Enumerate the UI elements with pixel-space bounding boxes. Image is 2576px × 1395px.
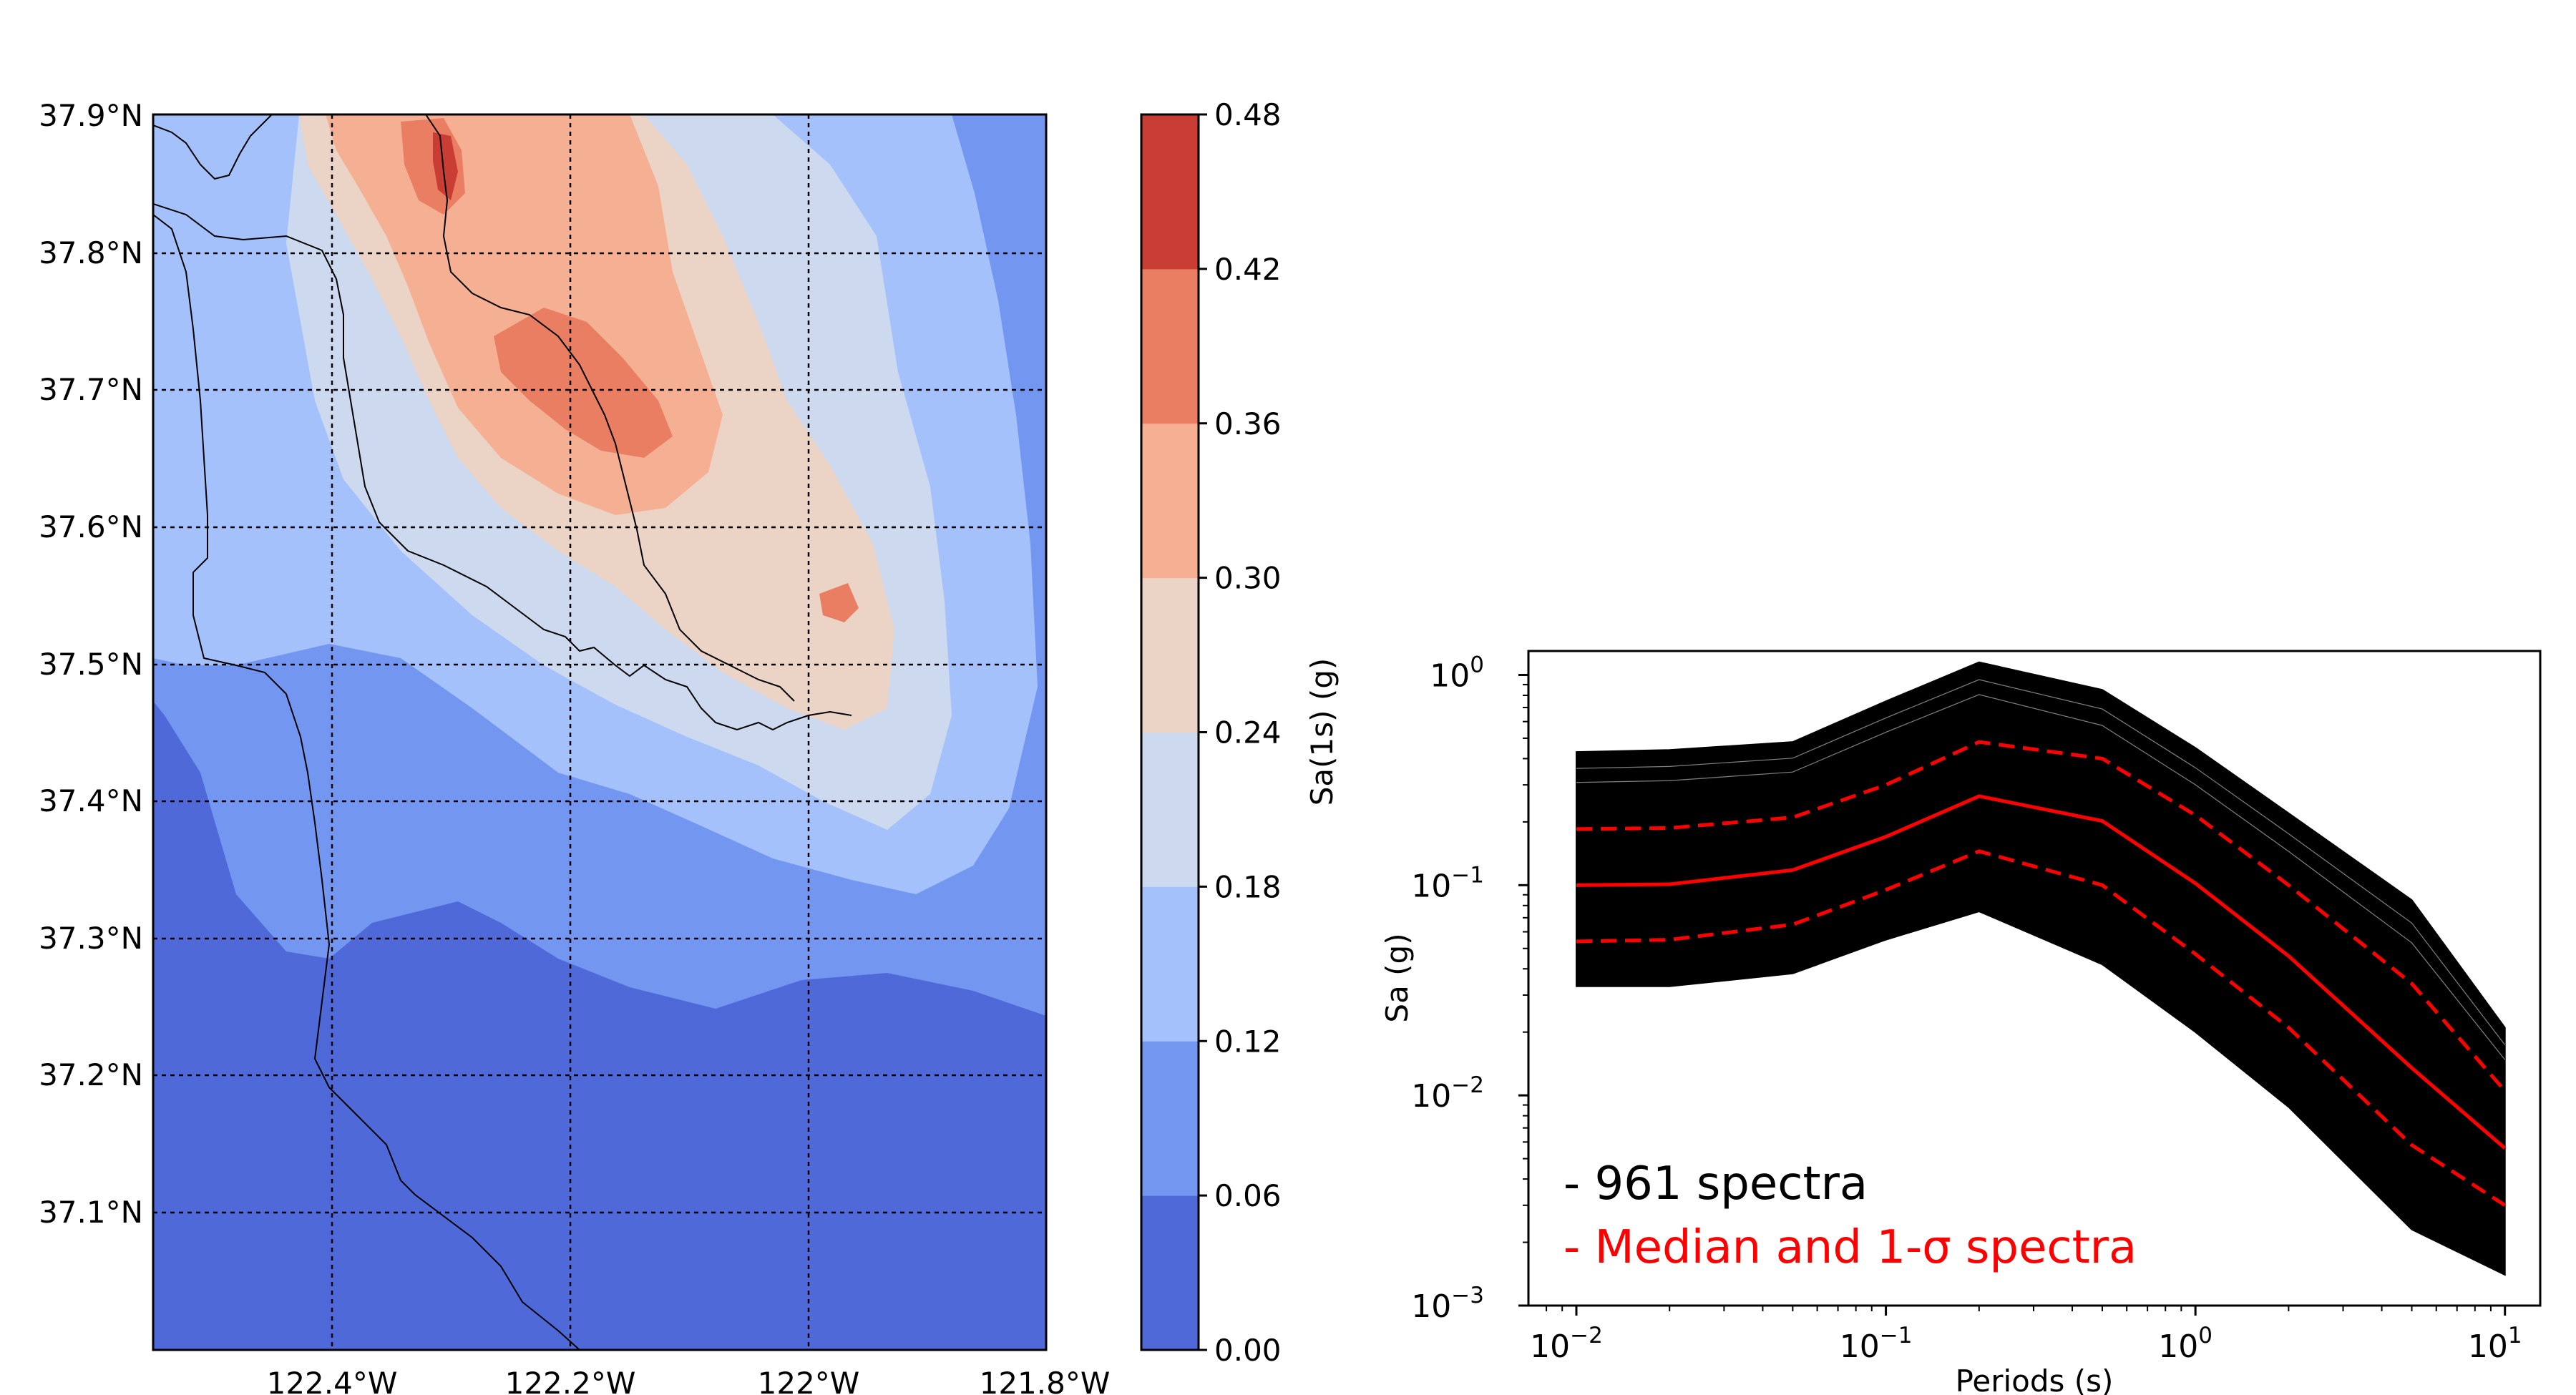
lat-tick-label: 37.5°N (39, 647, 143, 682)
colorbar-swatch (1141, 423, 1199, 579)
colorbar-swatch (1141, 1195, 1199, 1351)
sigma-line (1576, 849, 2507, 1207)
colorbar-tick-label: 0.36 (1214, 406, 1282, 441)
coastline-north (153, 114, 273, 180)
colorbar-swatch (1141, 732, 1199, 887)
county-line-east (425, 114, 795, 702)
lat-tick-label: 37.4°N (39, 783, 143, 818)
lon-tick-label: 122°W (758, 1366, 860, 1395)
lat-tick-label: 37.7°N (39, 372, 143, 407)
lon-tick-label: 122.4°W (267, 1366, 398, 1395)
spectrum-strand (1576, 694, 2506, 1060)
x-tick-label: 10−1 (1840, 1323, 1913, 1365)
colorbar-swatch (1141, 577, 1199, 733)
map-y-ticklabels: 37.9°N 37.8°N 37.7°N 37.6°N 37.5°N 37.4°… (39, 98, 143, 1230)
colorbar-tick-label: 0.12 (1214, 1024, 1282, 1059)
colorbar-tick-label: 0.42 (1214, 252, 1282, 287)
spectra-envelope (1576, 661, 2506, 1276)
contour-band-6a (494, 308, 673, 458)
colorbar-tick-label: 0.06 (1214, 1178, 1282, 1213)
spectra-xlabel: Periods (s) (1956, 1364, 2114, 1395)
y-tick-label: 10−3 (1411, 1283, 1484, 1325)
contour-band-6c (819, 583, 859, 622)
lat-tick-label: 37.9°N (39, 98, 143, 133)
sigma-line (1576, 740, 2507, 1092)
map-x-ticklabels: 122.4°W 122.2°W 122°W 121.8°W (267, 1366, 1111, 1395)
x-tick-label: 101 (2468, 1323, 2522, 1365)
lat-tick-label: 37.2°N (39, 1057, 143, 1092)
spectra-legend: - 961 spectra - Median and 1-σ spectra (1563, 1157, 2137, 1274)
x-tick-label: 10−2 (1530, 1323, 1603, 1365)
legend-entry-median: - Median and 1-σ spectra (1563, 1221, 2137, 1274)
lat-tick-label: 37.3°N (39, 921, 143, 956)
map-gridlines (153, 114, 1046, 1350)
colorbar-swatch (1141, 1041, 1199, 1196)
lat-tick-label: 37.1°N (39, 1195, 143, 1230)
legend-entry-envelope: - 961 spectra (1563, 1157, 1868, 1210)
y-tick-label: 100 (1430, 652, 1484, 694)
colorbar-tick-label: 0.48 (1214, 97, 1282, 132)
colorbar-swatch (1141, 268, 1199, 424)
colorbar-tick-label: 0.18 (1214, 869, 1282, 904)
colorbar-label: Sa(1s) (g) (1304, 658, 1340, 806)
colorbar-swatch (1141, 886, 1199, 1042)
spectra-plot: 10−2 10−1 100 101 10−3 10−2 10−1 100 Periods (s… (1380, 650, 2542, 1395)
median-line (1576, 794, 2507, 1150)
colorbar-tick-label: 0.00 (1214, 1333, 1282, 1368)
spectra-ylabel: Sa (g) (1380, 933, 1415, 1022)
lat-tick-label: 37.6°N (39, 509, 143, 544)
lon-tick-label: 122.2°W (505, 1366, 636, 1395)
contour-map: 37.9°N 37.8°N 37.7°N 37.6°N 37.5°N 37.4°… (39, 98, 1110, 1395)
y-tick-label: 10−2 (1411, 1072, 1484, 1115)
lon-tick-label: 121.8°W (980, 1366, 1111, 1395)
x-tick-label: 100 (2158, 1323, 2212, 1365)
colorbar: 0.00 0.06 0.12 0.18 0.24 0.30 0.36 0.42 0.48 (1140, 97, 1282, 1368)
colorbar-swatch (1141, 114, 1199, 270)
contour-band-7 (433, 132, 458, 200)
colorbar-tick-label: 0.30 (1214, 561, 1282, 596)
spectrum-strand (1576, 679, 2506, 1046)
y-tick-label: 10−1 (1411, 862, 1484, 904)
spectra-frame (1527, 650, 2542, 1307)
map-frame (152, 113, 1048, 1351)
colorbar-tick-label: 0.24 (1214, 715, 1282, 750)
lat-tick-label: 37.8°N (39, 235, 143, 270)
